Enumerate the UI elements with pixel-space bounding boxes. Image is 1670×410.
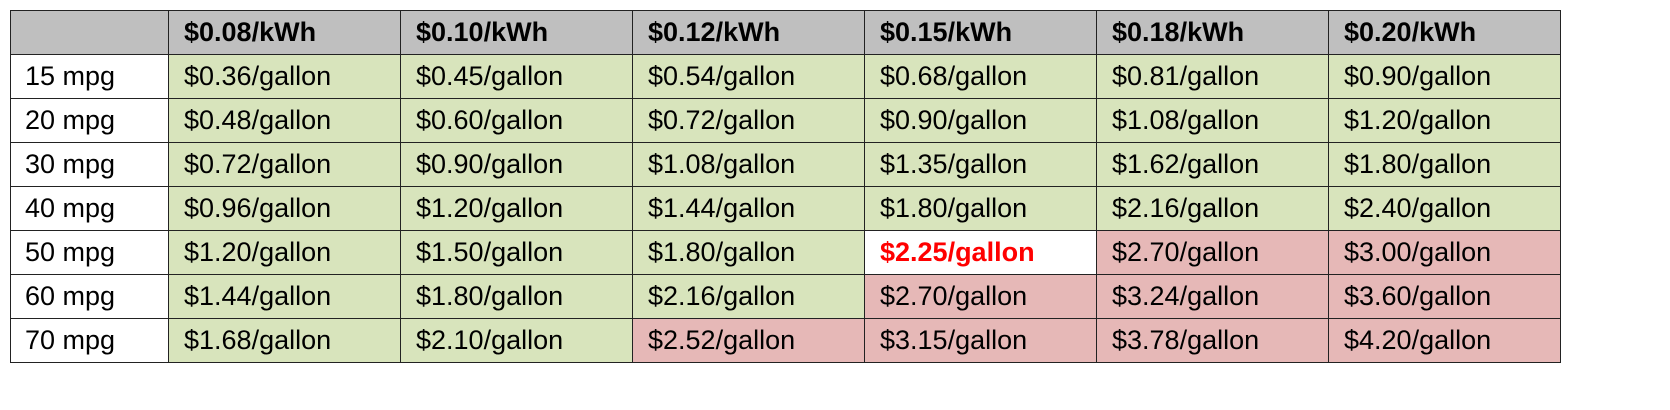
cell: $0.36/gallon <box>168 54 401 99</box>
cell: $2.10/gallon <box>400 318 633 363</box>
row: 20 mpg $0.48/gallon $0.60/gallon $0.72/g… <box>10 98 1561 143</box>
header-cell: $0.12/kWh <box>632 10 865 55</box>
cell: $2.40/gallon <box>1328 186 1561 231</box>
header-cell: $0.10/kWh <box>400 10 633 55</box>
highlighted-cell: $2.25/gallon <box>864 230 1097 275</box>
cell: $1.20/gallon <box>1328 98 1561 143</box>
row-label: 50 mpg <box>10 230 169 275</box>
cell: $0.72/gallon <box>168 142 401 187</box>
cell: $0.68/gallon <box>864 54 1097 99</box>
header-cell: $0.08/kWh <box>168 10 401 55</box>
cell: $0.90/gallon <box>864 98 1097 143</box>
cell: $0.48/gallon <box>168 98 401 143</box>
cell: $2.16/gallon <box>632 274 865 319</box>
cell: $3.60/gallon <box>1328 274 1561 319</box>
cell: $2.70/gallon <box>864 274 1097 319</box>
cell: $1.80/gallon <box>632 230 865 275</box>
cell: $1.50/gallon <box>400 230 633 275</box>
cell: $2.16/gallon <box>1096 186 1329 231</box>
cell: $1.08/gallon <box>1096 98 1329 143</box>
cell: $1.20/gallon <box>400 186 633 231</box>
row-label: 70 mpg <box>10 318 169 363</box>
row-label: 30 mpg <box>10 142 169 187</box>
cell: $0.81/gallon <box>1096 54 1329 99</box>
cell: $3.00/gallon <box>1328 230 1561 275</box>
header-cell: $0.20/kWh <box>1328 10 1561 55</box>
cell: $1.44/gallon <box>168 274 401 319</box>
row: 30 mpg $0.72/gallon $0.90/gallon $1.08/g… <box>10 142 1561 187</box>
cell: $1.35/gallon <box>864 142 1097 187</box>
cell: $1.80/gallon <box>1328 142 1561 187</box>
price-table: $0.08/kWh $0.10/kWh $0.12/kWh $0.15/kWh … <box>10 10 1561 363</box>
cell: $0.60/gallon <box>400 98 633 143</box>
cell: $1.80/gallon <box>864 186 1097 231</box>
cell: $0.96/gallon <box>168 186 401 231</box>
row-label: 20 mpg <box>10 98 169 143</box>
header-cell: $0.15/kWh <box>864 10 1097 55</box>
row-label: 60 mpg <box>10 274 169 319</box>
cell: $1.20/gallon <box>168 230 401 275</box>
row: 60 mpg $1.44/gallon $1.80/gallon $2.16/g… <box>10 274 1561 319</box>
row: 40 mpg $0.96/gallon $1.20/gallon $1.44/g… <box>10 186 1561 231</box>
cell: $1.08/gallon <box>632 142 865 187</box>
cell: $3.78/gallon <box>1096 318 1329 363</box>
row-label: 15 mpg <box>10 54 169 99</box>
row: 50 mpg $1.20/gallon $1.50/gallon $1.80/g… <box>10 230 1561 275</box>
cell: $1.80/gallon <box>400 274 633 319</box>
cell: $1.44/gallon <box>632 186 865 231</box>
cell: $2.70/gallon <box>1096 230 1329 275</box>
cell: $0.90/gallon <box>400 142 633 187</box>
row: 15 mpg $0.36/gallon $0.45/gallon $0.54/g… <box>10 54 1561 99</box>
cell: $0.45/gallon <box>400 54 633 99</box>
cell: $1.62/gallon <box>1096 142 1329 187</box>
row-label: 40 mpg <box>10 186 169 231</box>
cell: $0.72/gallon <box>632 98 865 143</box>
row: 70 mpg $1.68/gallon $2.10/gallon $2.52/g… <box>10 318 1561 363</box>
cell: $0.90/gallon <box>1328 54 1561 99</box>
cell: $3.15/gallon <box>864 318 1097 363</box>
cell: $0.54/gallon <box>632 54 865 99</box>
header-row: $0.08/kWh $0.10/kWh $0.12/kWh $0.15/kWh … <box>10 10 1561 55</box>
header-cell: $0.18/kWh <box>1096 10 1329 55</box>
cell: $4.20/gallon <box>1328 318 1561 363</box>
cell: $2.52/gallon <box>632 318 865 363</box>
cell: $1.68/gallon <box>168 318 401 363</box>
cell: $3.24/gallon <box>1096 274 1329 319</box>
corner-cell <box>10 10 169 55</box>
